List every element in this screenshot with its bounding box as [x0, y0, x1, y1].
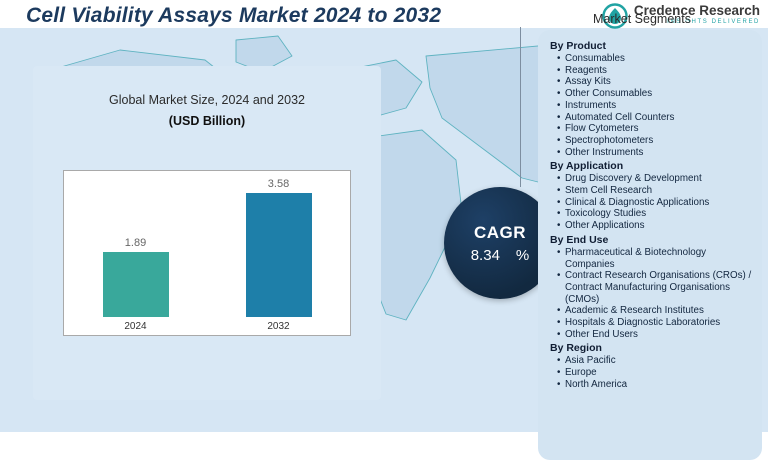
segment-item: • Consumables [550, 53, 754, 65]
market-segments-label: Market Segments [593, 12, 691, 26]
bullet-icon: • [557, 246, 561, 258]
bar-chart-plot: 1.89 2024 3.58 2032 [64, 171, 350, 335]
bullet-icon: • [557, 317, 561, 329]
segment-item: • North America [550, 379, 754, 391]
segment-item-label: Drug Discovery & Development [565, 173, 702, 185]
segment-item-label: Clinical & Diagnostic Applications [565, 196, 710, 208]
segment-item-label: Toxicology Studies [565, 208, 647, 220]
segment-item-label: Assay Kits [565, 76, 611, 88]
segment-item: • Asia Pacific [550, 355, 754, 367]
segment-item: • Other Instruments [550, 147, 754, 159]
segment-item: • Other End Users [550, 329, 754, 341]
segment-item: • Reagents [550, 65, 754, 77]
segment-item-label: Contract Research Organisations (CROs) /… [565, 270, 752, 305]
connector-line [520, 27, 521, 187]
segment-item-label: Other End Users [565, 328, 638, 340]
bar-group-2024: 1.89 2024 [102, 237, 170, 332]
segment-heading: By Region [550, 342, 602, 355]
segment-item-label: Other Consumables [565, 88, 653, 100]
segment-item: • Europe [550, 367, 754, 379]
bullet-icon: • [557, 173, 561, 185]
segment-item: • Hospitals & Diagnostic Laboratories [550, 317, 754, 329]
bullet-icon: • [557, 196, 561, 208]
segment-item: • Pharmaceutical & Biotechnology Companie… [550, 247, 754, 270]
segment-item: • Spectrophotometers [550, 135, 754, 147]
cagr-badge: CAGR 8.34 % [444, 187, 556, 299]
market-size-panel: Global Market Size, 2024 and 2032 (USD B… [33, 66, 381, 400]
bullet-icon: • [557, 305, 561, 317]
bullet-icon: • [557, 367, 561, 379]
segment-item-label: Other Instruments [565, 146, 644, 158]
bullet-icon: • [557, 355, 561, 367]
segment-item-label: Reagents [565, 64, 607, 76]
segment-item: • Clinical & Diagnostic Applications [550, 197, 754, 209]
bullet-icon: • [557, 111, 561, 123]
bullet-icon: • [557, 123, 561, 135]
page-title: Cell Viability Assays Market 2024 to 203… [26, 4, 442, 27]
segment-heading: By Application [550, 160, 624, 173]
bullet-icon: • [557, 146, 561, 158]
bar-value-label: 1.89 [124, 237, 147, 249]
segment-item: • Other Applications [550, 220, 754, 232]
chart-subtitle: (USD Billion) [168, 114, 246, 128]
segment-item-label: Pharmaceutical & Biotechnology Companies [565, 246, 707, 270]
segment-item: • Automated Cell Counters [550, 112, 754, 124]
segment-item-label: Consumables [565, 53, 625, 64]
segment-item: • Assay Kits [550, 76, 754, 88]
segment-item-label: North America [565, 378, 628, 390]
bullet-icon: • [557, 185, 561, 197]
segment-item-label: Spectrophotometers [565, 134, 654, 146]
segment-item-label: Europe [565, 367, 597, 379]
bullet-icon: • [557, 220, 561, 232]
chart-title: Global Market Size, 2024 and 2032 [109, 93, 305, 107]
bar-chart: 1.89 2024 3.58 2032 [63, 170, 351, 336]
segment-item: • Toxicology Studies [550, 208, 754, 220]
cagr-unit: % [515, 246, 530, 264]
bar-group-2032: 3.58 2032 [245, 178, 313, 332]
segment-item: • Academic & Research Institutes [550, 305, 754, 317]
bullet-icon: • [557, 53, 561, 64]
segment-item-label: Stem Cell Research [565, 185, 653, 197]
bar-value-label: 3.58 [267, 178, 290, 190]
segment-heading: By End Use [550, 233, 609, 246]
bar-2024 [102, 252, 169, 317]
bar-2032 [245, 193, 312, 317]
segment-item-label: Instruments [565, 99, 617, 111]
bullet-icon: • [557, 88, 561, 100]
cagr-value: 8.34 [470, 246, 500, 264]
bar-category-label: 2032 [267, 321, 290, 332]
segment-item-label: Automated Cell Counters [565, 111, 675, 123]
bullet-icon: • [557, 328, 561, 340]
brand-tagline: INSIGHTS DELIVERED [667, 19, 760, 25]
bullet-icon: • [557, 270, 561, 282]
bullet-icon: • [557, 208, 561, 220]
segment-item: • Flow Cytometers [550, 123, 754, 135]
segment-item-label: Academic & Research Institutes [565, 305, 704, 317]
market-segments-panel: By Product • Consumables • Reagents • Assay Ki… [538, 30, 762, 460]
segment-heading: By Product [550, 40, 607, 52]
bar-category-label: 2024 [124, 321, 147, 332]
bullet-icon: • [557, 378, 561, 390]
segment-item-label: Other Applications [565, 220, 645, 232]
segment-item: • Other Consumables [550, 88, 754, 100]
segment-item: • Stem Cell Research [550, 185, 754, 197]
bullet-icon: • [557, 76, 561, 88]
segment-item-label: Hospitals & Diagnostic Laboratories [565, 317, 721, 329]
segment-item: • Contract Research Organisations (CROs) … [550, 270, 754, 305]
segment-item: • Drug Discovery & Development [550, 173, 754, 185]
segment-item-label: Flow Cytometers [565, 123, 639, 135]
bullet-icon: • [557, 64, 561, 76]
brand-name: Credence Research [633, 3, 760, 18]
bullet-icon: • [557, 99, 561, 111]
segment-item-label: Asia Pacific [565, 355, 616, 367]
segment-item: • Instruments [550, 100, 754, 112]
credence-logo-icon [602, 3, 628, 34]
credence-research-logo: Credence Research INSIGHTS DELIVERED [602, 3, 760, 34]
cagr-label: CAGR [473, 222, 527, 242]
bullet-icon: • [557, 134, 561, 146]
